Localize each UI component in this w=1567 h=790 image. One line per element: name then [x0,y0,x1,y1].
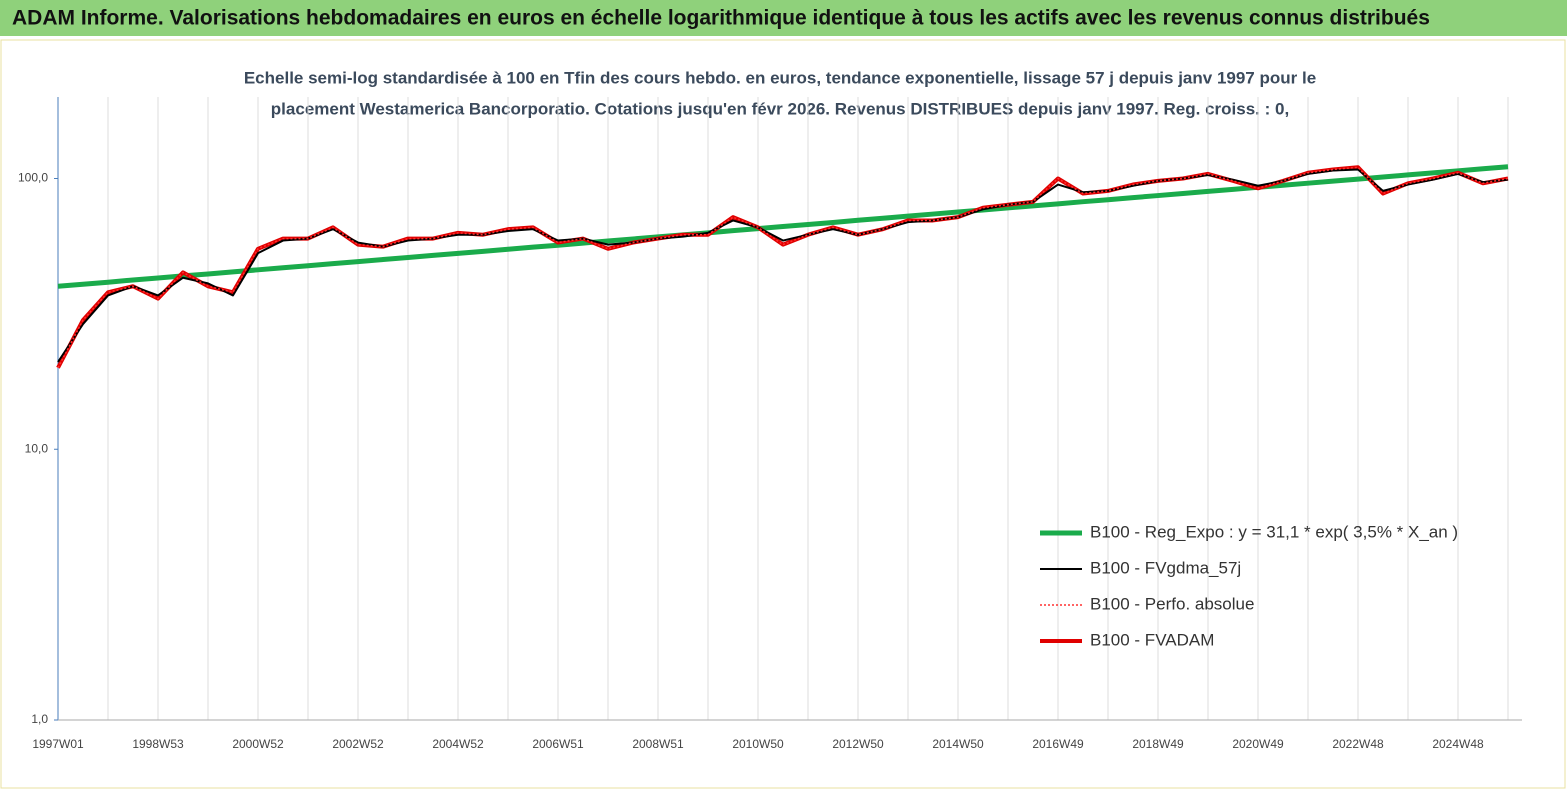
legend-label: B100 - Reg_Expo : y = 31,1 * exp( 3,5% *… [1090,522,1458,541]
x-tick-label: 2018W49 [1132,737,1184,751]
x-tick-label: 2024W48 [1432,737,1484,751]
x-tick-label: 2010W50 [732,737,784,751]
y-tick-label: 1,0 [31,712,48,726]
chart-title: ADAM Informe. Valorisations hebdomadaire… [12,7,1430,30]
x-tick-label: 2006W51 [532,737,584,751]
frame [0,39,1566,789]
y-tick-label: 100,0 [18,171,48,185]
series-line [57,166,1509,369]
legend-label: B100 - FVADAM [1090,630,1214,649]
x-tick-label: 1998W53 [132,737,184,751]
legend-label: B100 - Perfo. absolue [1090,594,1254,613]
x-tick-label: 2004W52 [432,737,484,751]
y-tick-label: 10,0 [25,441,49,455]
subtitle: placement Westamerica Bancorporatio. Cot… [271,99,1289,118]
x-tick-label: 2002W52 [332,737,384,751]
x-tick-label: 2014W50 [932,737,984,751]
x-tick-label: 2016W49 [1032,737,1084,751]
legend-label: B100 - FVgdma_57j [1090,558,1241,577]
x-tick-label: 2012W50 [832,737,884,751]
title-bar [0,0,1567,36]
x-tick-label: 2022W48 [1332,737,1384,751]
x-tick-label: 2008W51 [632,737,684,751]
x-tick-label: 2000W52 [232,737,284,751]
subtitle: Echelle semi-log standardisée à 100 en T… [244,68,1316,87]
x-tick-label: 2020W49 [1232,737,1284,751]
x-tick-label: 1997W01 [32,737,84,751]
